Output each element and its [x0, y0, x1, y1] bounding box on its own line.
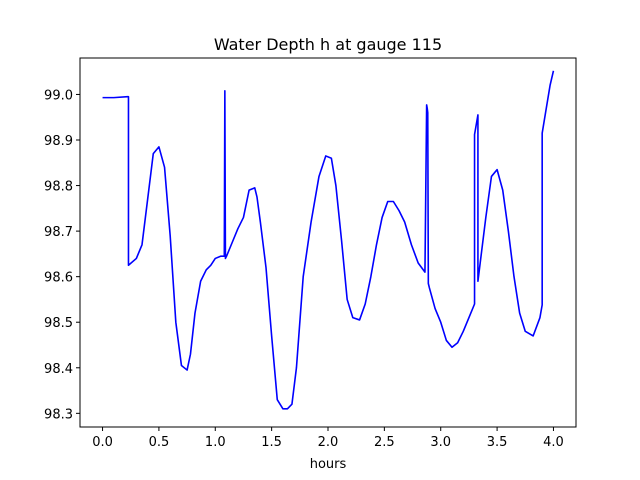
- y-tick-label: 98.5: [44, 316, 73, 331]
- y-tick-label: 99.0: [44, 88, 73, 103]
- plot-area: 0.0 0.5 1.0 1.5 2.0 2.5 3.0 3.5 4.0 98.3 98.4 98.5 9…: [44, 57, 577, 450]
- x-tick-label: 0.5: [149, 435, 170, 450]
- x-tick-label: 1.5: [261, 435, 282, 450]
- x-tick-label: 4.0: [543, 435, 564, 450]
- x-axis-label: hours: [310, 457, 347, 472]
- series-line-0: [102, 70, 555, 410]
- x-tick-label: 3.0: [430, 435, 451, 450]
- x-tick-label: 2.0: [318, 435, 339, 450]
- y-tick-label: 98.9: [44, 134, 73, 149]
- y-tick-label: 98.3: [44, 407, 73, 422]
- x-tick-label: 1.0: [205, 435, 226, 450]
- y-tick-label: 98.6: [44, 271, 73, 286]
- y-tick-label: 98.8: [44, 180, 73, 195]
- chart-title: Water Depth h at gauge 115: [214, 35, 442, 54]
- y-tick-label: 98.7: [44, 225, 73, 240]
- x-tick-label: 3.5: [487, 435, 508, 450]
- y-tick-label: 98.4: [44, 362, 73, 377]
- x-tick-label: 2.5: [374, 435, 395, 450]
- axes-frame: [79, 57, 577, 428]
- x-tick-label: 0.0: [92, 435, 113, 450]
